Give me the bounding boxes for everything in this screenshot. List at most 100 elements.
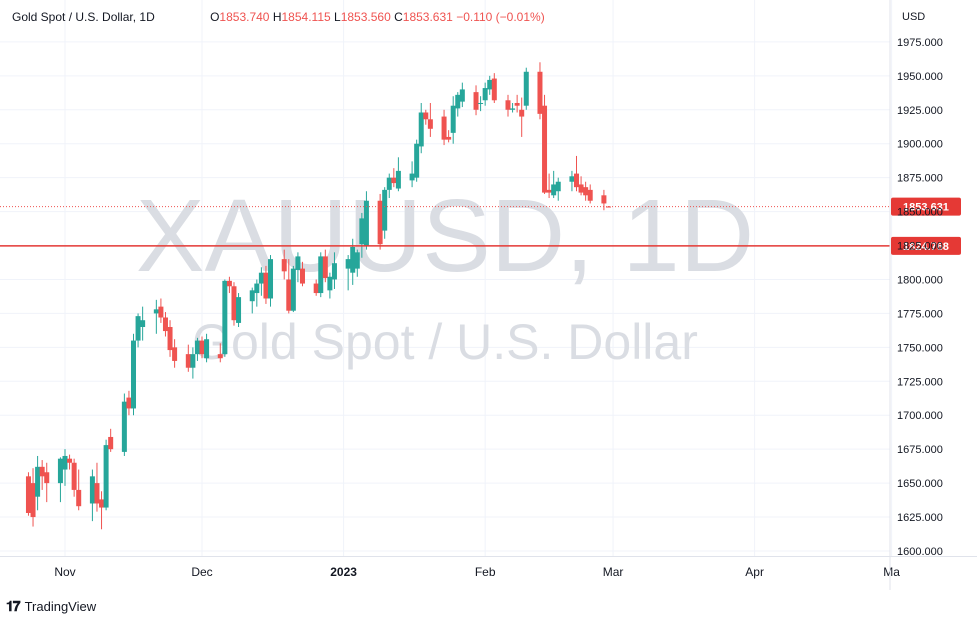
- candle-body: [108, 436, 114, 450]
- candle-body: [204, 339, 210, 359]
- candle-body: [121, 401, 127, 452]
- candle-body: [478, 102, 484, 104]
- candle-body: [295, 256, 301, 270]
- horizontal-level-label-bg: [891, 236, 961, 255]
- candle-body: [94, 483, 100, 504]
- candle-body: [601, 195, 607, 204]
- candle-body: [99, 499, 105, 508]
- candle-body: [67, 458, 73, 463]
- y-tick-label: 1825.000: [897, 241, 943, 253]
- candle-body: [514, 102, 520, 106]
- y-tick-label: 1975.000: [897, 37, 943, 49]
- price-chart[interactable]: XAUUSD, 1D Gold Spot / U.S. Dollar 1853.6…: [0, 0, 977, 590]
- candle-body: [583, 187, 589, 196]
- candle-body: [313, 283, 319, 294]
- candle-body: [57, 458, 63, 484]
- y-tick-label: 1625.000: [897, 512, 943, 524]
- candle-body: [162, 317, 168, 332]
- candle-body: [327, 276, 333, 291]
- candle-body: [482, 88, 488, 101]
- candle-body: [473, 92, 479, 110]
- candle-body: [62, 455, 68, 470]
- candle-body: [217, 354, 223, 359]
- y-tick-label: 1650.000: [897, 478, 943, 490]
- last-price-label-bg: [891, 197, 961, 216]
- candle-body: [418, 112, 424, 147]
- candle-body: [605, 206, 611, 208]
- candle-body: [135, 316, 141, 341]
- candle-body: [153, 309, 159, 314]
- candle-body: [89, 476, 95, 504]
- currency-label: USD: [902, 11, 926, 23]
- candle-body: [44, 472, 50, 484]
- y-tick-label: 1950.000: [897, 71, 943, 83]
- y-tick-label: 1700.000: [897, 410, 943, 422]
- candle-body: [354, 252, 360, 269]
- candle-body: [519, 109, 525, 117]
- candle-body: [523, 71, 529, 106]
- candle-body: [377, 200, 383, 245]
- candle-body: [199, 340, 205, 355]
- candle-body: [409, 173, 415, 181]
- candle-body: [236, 297, 242, 323]
- candle-body: [395, 170, 401, 189]
- candle-body: [345, 259, 351, 269]
- y-tick-label: 1850.000: [897, 207, 943, 219]
- x-tick-label: Apr: [745, 565, 764, 579]
- candle-body: [249, 290, 255, 302]
- x-tick-label: Dec: [191, 565, 212, 579]
- candle-body: [258, 272, 264, 284]
- candle-body: [318, 256, 324, 294]
- candle-body: [167, 326, 173, 351]
- candle-body: [71, 462, 77, 490]
- candle-body: [441, 116, 447, 140]
- candle-body: [322, 256, 328, 279]
- candle-body: [172, 347, 178, 361]
- y-tick-label: 1775.000: [897, 308, 943, 320]
- change-value: −0.110 (−0.01%): [456, 10, 545, 24]
- candle-body: [222, 280, 228, 355]
- x-tick-label: Mar: [603, 565, 624, 579]
- y-tick-label: 1600.000: [897, 546, 943, 558]
- candle-body: [459, 89, 465, 102]
- candle-body: [103, 445, 109, 508]
- candle-body: [286, 279, 292, 311]
- candle-body: [363, 200, 369, 246]
- ohlc-values: O1853.740 H1854.115 L1853.560 C1853.631 …: [210, 10, 545, 24]
- candle-body: [423, 112, 429, 120]
- candle-body: [546, 189, 552, 193]
- candle-body: [194, 340, 200, 355]
- candle-body: [190, 354, 196, 368]
- candle-body: [350, 246, 356, 273]
- chart-area[interactable]: XAUUSD, 1D Gold Spot / U.S. Dollar 1853.6…: [0, 0, 977, 590]
- y-tick-label: 1725.000: [897, 376, 943, 388]
- watermark-description: Gold Spot / U.S. Dollar: [192, 314, 698, 370]
- candle-body: [578, 184, 584, 193]
- candle-body: [76, 489, 82, 507]
- close-key: C: [394, 10, 403, 24]
- brand-name: TradingView: [24, 599, 97, 614]
- open-key: O: [210, 10, 220, 24]
- candle-body: [386, 177, 392, 190]
- y-tick-label: 1750.000: [897, 342, 943, 354]
- horizontal-level-label: 1824.768: [903, 241, 949, 253]
- candle-body: [158, 306, 164, 318]
- candle-body: [299, 268, 305, 284]
- low-key: L: [334, 10, 341, 24]
- candle-body: [35, 466, 41, 497]
- x-tick-label: Ma: [883, 565, 900, 579]
- tradingview-attribution[interactable]: 𝟏𝟕 TradingView: [6, 598, 96, 615]
- candle-body: [126, 397, 132, 409]
- candle-body: [359, 218, 365, 245]
- candle-body: [505, 100, 511, 110]
- candle-body: [574, 173, 580, 188]
- candle-body: [450, 105, 456, 133]
- candle-body: [226, 280, 232, 287]
- high-key: H: [272, 10, 282, 24]
- candle-body: [30, 483, 36, 518]
- candle-body: [185, 354, 191, 368]
- tradingview-logo-icon: 𝟏𝟕: [6, 598, 21, 614]
- candle-body: [140, 320, 146, 327]
- candle-body: [25, 476, 31, 513]
- x-tick-label: 2023: [330, 565, 357, 579]
